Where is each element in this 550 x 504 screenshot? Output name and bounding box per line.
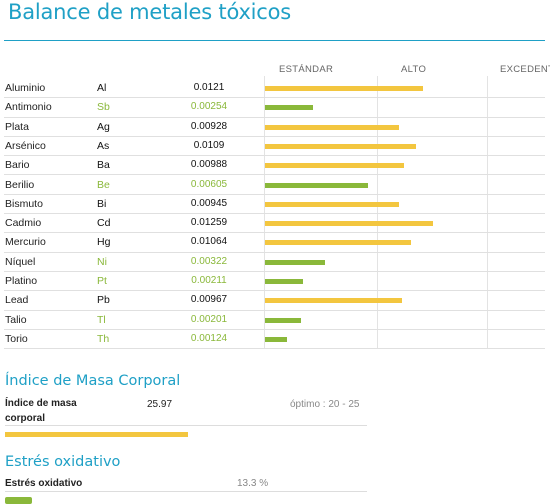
metal-level-bar [265,124,399,130]
column-header-exceeding: EXCEDENT [500,64,550,75]
bmi-section-title: Índice de Masa Corporal [5,373,181,389]
table-row: Talio Tl 0.00201 [4,310,545,330]
metal-symbol: Hg [97,236,111,249]
metal-level-bar [265,336,287,342]
metal-name: Torio [5,332,28,345]
metal-symbol: Pb [97,294,110,307]
metal-symbol: Cd [97,217,111,230]
metal-level-bar [265,317,301,323]
oxidative-label: Estrés oxidativo [5,478,83,489]
bmi-optimal-range: óptimo : 20 - 25 [290,399,360,410]
table-row: Aluminio Al 0.0121 [4,78,545,99]
metal-symbol: Al [97,82,107,94]
metal-symbol: Ag [97,120,110,133]
table-row: Antimonio Sb 0.00254 [4,97,545,118]
metal-name: Mercurio [5,236,46,249]
table-row: Berilio Be 0.00605 [4,175,545,195]
metal-name: Berilio [5,178,35,191]
metal-name: Plata [5,120,29,133]
metal-value: 0.00928 [190,120,228,132]
title-divider [4,40,545,41]
table-row: Plata Ag 0.00928 [4,117,545,137]
metal-symbol: Th [97,332,110,345]
table-row: Arsénico As 0.0109 [4,136,545,157]
metal-level-bar [265,240,411,246]
table-row: Níquel Ni 0.00322 [4,252,545,272]
metal-value: 0.0109 [193,139,225,151]
metal-value: 0.00988 [190,159,228,171]
metal-name: Antimonio [5,101,52,114]
metal-value: 0.00254 [190,101,228,113]
column-header-high: ALTO [401,64,427,75]
table-row: Bismuto Bi 0.00945 [4,194,545,215]
metal-value: 0.00201 [190,313,228,325]
metal-name: Níquel [5,255,36,268]
metal-value: 0.00124 [190,332,228,344]
metal-level-bar [265,105,313,111]
metal-symbol: As [97,139,110,152]
metal-value: 0.00945 [190,197,228,209]
column-header-standard: ESTÁNDAR [279,64,334,75]
metal-symbol: Ni [97,255,107,268]
table-row: Mercurio Hg 0.01064 [4,232,545,253]
metal-value: 0.01064 [190,236,228,248]
metal-symbol: Sb [97,101,110,114]
metal-name: Bismuto [5,197,43,210]
metal-name: Lead [5,294,29,307]
scale-gridline [264,76,265,348]
metal-level-bar [265,182,368,188]
table-row: Torio Th 0.00124 [4,329,545,350]
metal-level-bar [265,221,433,227]
metal-level-bar [265,259,325,265]
scale-gridline [377,76,378,348]
metal-level-bar [265,86,423,91]
scale-gridline [487,76,488,348]
metal-value: 0.00967 [190,294,228,306]
oxidative-value: 13.3 % [237,478,269,489]
metal-level-bar [265,143,416,149]
metal-value: 0.00322 [190,255,228,267]
metal-name: Arsénico [5,139,46,152]
metal-value: 0.00605 [190,178,228,190]
metal-level-bar [265,279,303,284]
table-row: Bario Ba 0.00988 [4,155,545,176]
oxidative-divider [5,491,367,492]
metal-name: Bario [5,159,30,172]
bmi-value: 25.97 [147,399,173,410]
metal-symbol: Tl [97,313,106,326]
metal-name: Aluminio [5,82,46,94]
metal-level-bar [265,298,402,304]
metal-symbol: Pt [97,275,107,287]
bmi-level-bar [5,432,188,437]
bmi-label: Índice de masa corporal [5,398,77,424]
metal-name: Platino [5,275,38,287]
table-row: Lead Pb 0.00967 [4,290,545,311]
table-row: Platino Pt 0.00211 [4,271,545,292]
bmi-divider [5,425,367,426]
metal-name: Talio [5,313,27,326]
table-row: Cadmio Cd 0.01259 [4,213,545,234]
metal-level-bar [265,201,399,207]
metal-symbol: Bi [97,197,107,210]
metal-value: 0.0121 [193,82,225,93]
metal-value: 0.01259 [190,217,228,229]
metal-name: Cadmio [5,217,42,230]
oxidative-section-title: Estrés oxidativo [5,454,121,470]
page-title: Balance de metales tóxicos [8,0,292,24]
metal-symbol: Ba [97,159,110,172]
metal-level-bar [265,163,404,169]
metal-symbol: Be [97,178,110,191]
metal-value: 0.00211 [191,275,227,286]
oxidative-level-bar [5,497,32,504]
